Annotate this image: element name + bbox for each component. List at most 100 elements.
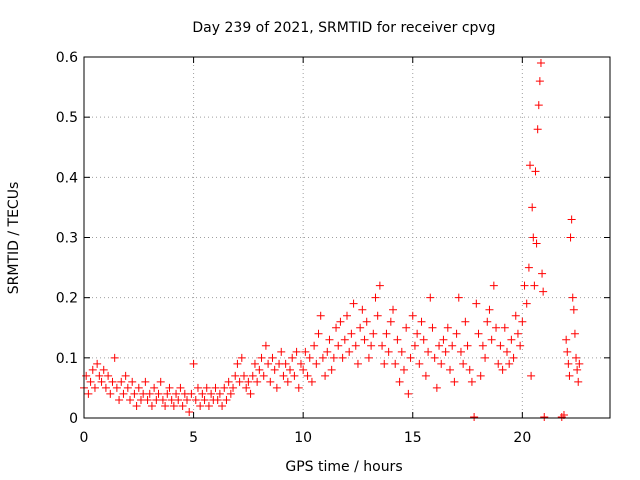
data-point: [185, 407, 194, 416]
data-point: [563, 347, 572, 356]
data-point: [406, 353, 415, 362]
data-point: [539, 287, 548, 296]
data-point: [520, 281, 529, 290]
data-point: [528, 203, 537, 212]
data-point: [154, 389, 163, 398]
data-point: [349, 299, 358, 308]
data-point: [187, 389, 196, 398]
data-point: [307, 377, 316, 386]
data-point: [557, 413, 566, 421]
data-point: [389, 305, 398, 314]
data-point: [369, 329, 378, 338]
data-point: [296, 359, 305, 368]
data-point: [562, 335, 571, 344]
data-point: [226, 389, 235, 398]
data-point: [446, 365, 455, 374]
data-point: [402, 323, 411, 332]
x-tick-label: 10: [294, 430, 312, 446]
data-point: [215, 389, 224, 398]
y-tick-label: 0: [69, 411, 78, 427]
data-point: [567, 215, 576, 224]
y-tick-label: 0.6: [56, 50, 78, 66]
data-point: [516, 341, 525, 350]
data-point: [193, 383, 202, 392]
data-point: [530, 281, 539, 290]
data-point: [393, 335, 402, 344]
data-point: [286, 365, 295, 374]
data-point: [573, 365, 582, 374]
data-point: [325, 335, 334, 344]
data-point: [452, 329, 461, 338]
data-point: [119, 389, 128, 398]
data-point: [472, 299, 481, 308]
data-point: [450, 377, 459, 386]
data-point: [237, 353, 246, 362]
x-tick-label: 5: [189, 430, 198, 446]
data-point: [310, 341, 319, 350]
data-point: [463, 341, 472, 350]
data-point: [198, 389, 207, 398]
data-point: [410, 341, 419, 350]
axis-ticks: [83, 56, 610, 419]
data-point: [566, 233, 575, 242]
data-point: [404, 389, 413, 398]
data-point: [474, 329, 483, 338]
data-point: [362, 317, 371, 326]
data-point: [290, 371, 299, 380]
x-tick-label: 15: [404, 430, 422, 446]
data-point: [97, 377, 106, 386]
data-point: [134, 383, 143, 392]
y-tick-label: 0.4: [56, 170, 78, 186]
data-point: [264, 359, 273, 368]
data-point: [213, 395, 222, 404]
data-point: [360, 335, 369, 344]
data-point: [183, 395, 192, 404]
data-point: [500, 323, 509, 332]
data-point: [565, 371, 574, 380]
data-point: [338, 353, 347, 362]
data-point: [345, 347, 354, 356]
data-point: [364, 353, 373, 362]
y-tick-label: 0.1: [56, 351, 78, 367]
data-point: [207, 389, 216, 398]
data-point: [318, 353, 327, 362]
data-point: [489, 281, 498, 290]
data-point: [572, 353, 581, 362]
data-point: [145, 389, 154, 398]
data-point: [104, 371, 113, 380]
data-point: [340, 335, 349, 344]
data-point: [163, 389, 172, 398]
data-point: [408, 311, 417, 320]
data-point: [417, 317, 426, 326]
data-point: [509, 353, 518, 362]
data-point: [356, 323, 365, 332]
data-point: [82, 371, 91, 380]
data-point: [248, 371, 257, 380]
data-point: [270, 365, 279, 374]
data-point: [476, 371, 485, 380]
data-point: [281, 359, 290, 368]
data-point: [218, 401, 227, 410]
data-point: [435, 341, 444, 350]
data-point: [294, 383, 303, 392]
data-point: [358, 305, 367, 314]
data-point: [441, 347, 450, 356]
data-point: [314, 329, 323, 338]
x-tick-label: 20: [513, 430, 531, 446]
data-point: [415, 359, 424, 368]
data-point: [456, 347, 465, 356]
data-point: [128, 377, 137, 386]
data-point: [231, 371, 240, 380]
data-point: [88, 365, 97, 374]
chart-title: Day 239 of 2021, SRMTID for receiver cpv…: [192, 20, 495, 36]
data-point: [323, 347, 332, 356]
data-point: [288, 353, 297, 362]
data-point: [169, 401, 178, 410]
data-point: [172, 389, 181, 398]
data-point: [233, 359, 242, 368]
data-point: [481, 353, 490, 362]
data-point: [487, 335, 496, 344]
data-point: [496, 341, 505, 350]
grid-lines: [84, 57, 610, 418]
